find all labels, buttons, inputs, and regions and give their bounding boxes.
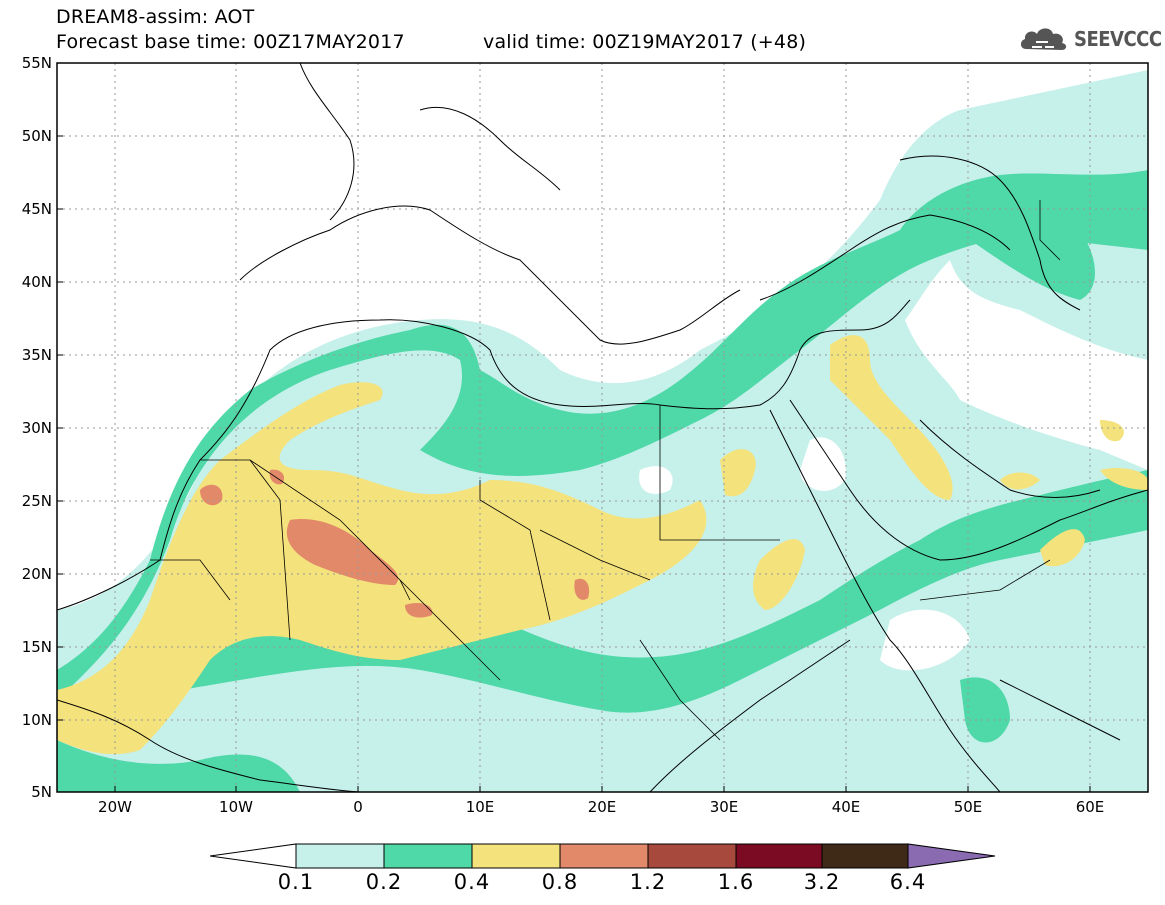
lat-label: 20N xyxy=(21,565,52,583)
lat-label: 5N xyxy=(31,783,52,801)
cloud-icon xyxy=(1020,28,1067,50)
map-title: DREAM8-assim: AOT xyxy=(56,6,255,28)
grid-lines xyxy=(57,63,1148,792)
lat-label: 35N xyxy=(21,346,52,364)
logo-text: SEEVCCC xyxy=(1074,27,1162,51)
colorbar-label: 0.4 xyxy=(453,870,491,894)
forecast-base-time: Forecast base time: 00Z17MAY2017 xyxy=(56,31,405,53)
lat-label: 45N xyxy=(21,200,52,218)
colorbar-box-7 xyxy=(821,843,909,869)
lat-label: 40N xyxy=(21,273,52,291)
lon-label: 0 xyxy=(353,798,363,816)
lat-label: 50N xyxy=(21,127,52,145)
coastlines xyxy=(57,63,1148,792)
colorbar-box-6 xyxy=(735,843,823,869)
colorbar xyxy=(209,843,996,869)
lon-label: 40E xyxy=(831,798,861,816)
colorbar-label: 1.6 xyxy=(717,870,755,894)
lat-label: 55N xyxy=(21,54,52,72)
lat-label: 30N xyxy=(21,419,52,437)
colorbar-label: 1.2 xyxy=(629,870,667,894)
lon-label: 10W xyxy=(219,798,253,816)
axis-ticks xyxy=(57,62,1091,792)
lon-label: 20E xyxy=(587,798,617,816)
lon-label: 20W xyxy=(98,798,132,816)
colorbar-box-2 xyxy=(383,843,473,869)
lat-label: 10N xyxy=(21,711,52,729)
lon-label: 50E xyxy=(953,798,983,816)
colorbar-label: 0.8 xyxy=(541,870,579,894)
colorbar-box-1 xyxy=(295,843,385,869)
colorbar-under-arrow xyxy=(209,843,297,869)
colorbar-over-arrow xyxy=(907,843,996,869)
lon-label: 30E xyxy=(709,798,739,816)
lat-label: 25N xyxy=(21,492,52,510)
colorbar-label: 6.4 xyxy=(889,870,927,894)
valid-time: valid time: 00Z19MAY2017 (+48) xyxy=(483,31,807,53)
colorbar-box-5 xyxy=(647,843,737,869)
lat-label: 15N xyxy=(21,638,52,656)
lon-label: 60E xyxy=(1075,798,1105,816)
seevccc-logo: SEEVCCC xyxy=(1018,23,1162,55)
colorbar-box-4 xyxy=(559,843,649,869)
country-borders xyxy=(150,200,1061,741)
lon-label: 10E xyxy=(465,798,495,816)
colorbar-box-3 xyxy=(471,843,561,869)
colorbar-label: 0.2 xyxy=(365,870,403,894)
aot-field-0.8-1.2 xyxy=(200,469,590,618)
colorbar-label: 0.1 xyxy=(277,870,315,894)
colorbar-label: 3.2 xyxy=(803,870,841,894)
